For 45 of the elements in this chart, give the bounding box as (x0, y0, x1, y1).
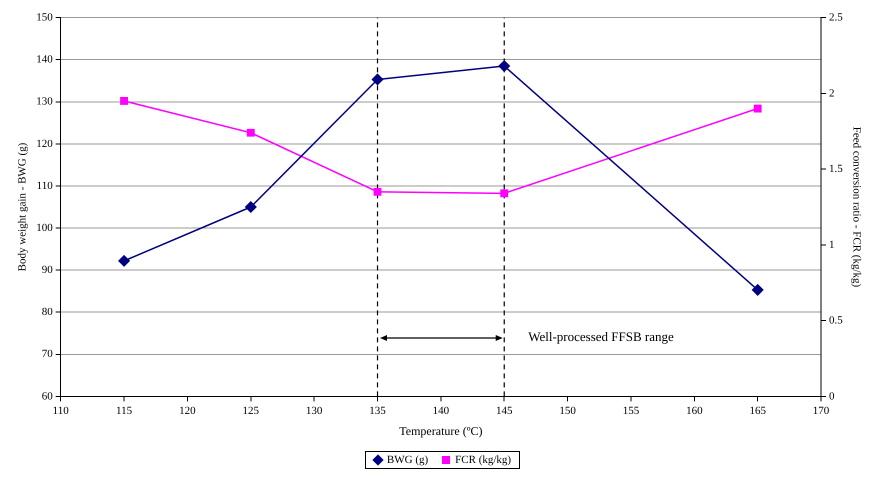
y-tick-label: 80 (42, 306, 54, 318)
point (372, 74, 384, 86)
y2-tick-label: 2 (829, 87, 835, 100)
x-tick-label: 165 (749, 404, 766, 417)
y2-tick-label: 1 (829, 238, 835, 251)
y2-tick-label: 0 (829, 390, 836, 402)
y2-tick-label: 0.5 (829, 314, 844, 327)
y2-axis-title: Feed conversion ratio - FCR (kg/kg) (850, 126, 863, 288)
x-axis-title: Temperature (ºC) (399, 424, 482, 438)
y-tick-label: 60 (42, 390, 54, 402)
y-tick-label: 140 (36, 54, 54, 66)
point (120, 97, 128, 105)
x-tick-label: 140 (432, 404, 450, 417)
y-tick-label: 100 (36, 222, 54, 234)
point (245, 201, 257, 213)
y-axis-title: Body weight gain - BWG (g) (16, 142, 28, 272)
legend-label: FCR (kg/kg) (455, 454, 512, 466)
x-tick-label: 160 (686, 404, 704, 417)
x-tick-label: 130 (306, 404, 323, 417)
x-tick-label: 155 (622, 404, 640, 417)
y-tick-label: 130 (36, 96, 54, 108)
y-tick-label: 150 (36, 11, 54, 24)
y-tick-label: 120 (36, 138, 54, 150)
point (498, 60, 510, 72)
y2-tick-label: 2.5 (829, 11, 844, 24)
point (246, 128, 255, 137)
point (752, 284, 764, 296)
x-tick-label: 145 (496, 404, 513, 417)
point (500, 189, 508, 198)
x-tick-label: 135 (369, 404, 386, 417)
y2-tick-label: 1.5 (829, 163, 844, 176)
x-tick-label: 110 (52, 404, 70, 417)
x-tick-label: 125 (242, 404, 260, 417)
point (754, 104, 762, 112)
x-tick-label: 120 (179, 404, 196, 417)
annotation: Well-processed FFSB range (528, 329, 674, 344)
x-tick-label: 115 (116, 404, 133, 417)
x-tick-label: 170 (812, 404, 830, 417)
point (374, 188, 382, 196)
y-tick-label: 70 (42, 348, 54, 360)
y-tick-label: 110 (36, 180, 54, 192)
y-tick-label: 90 (42, 264, 54, 276)
point (118, 255, 130, 267)
x-tick-label: 150 (559, 404, 576, 417)
legend-label: BWG (g) (386, 454, 428, 466)
